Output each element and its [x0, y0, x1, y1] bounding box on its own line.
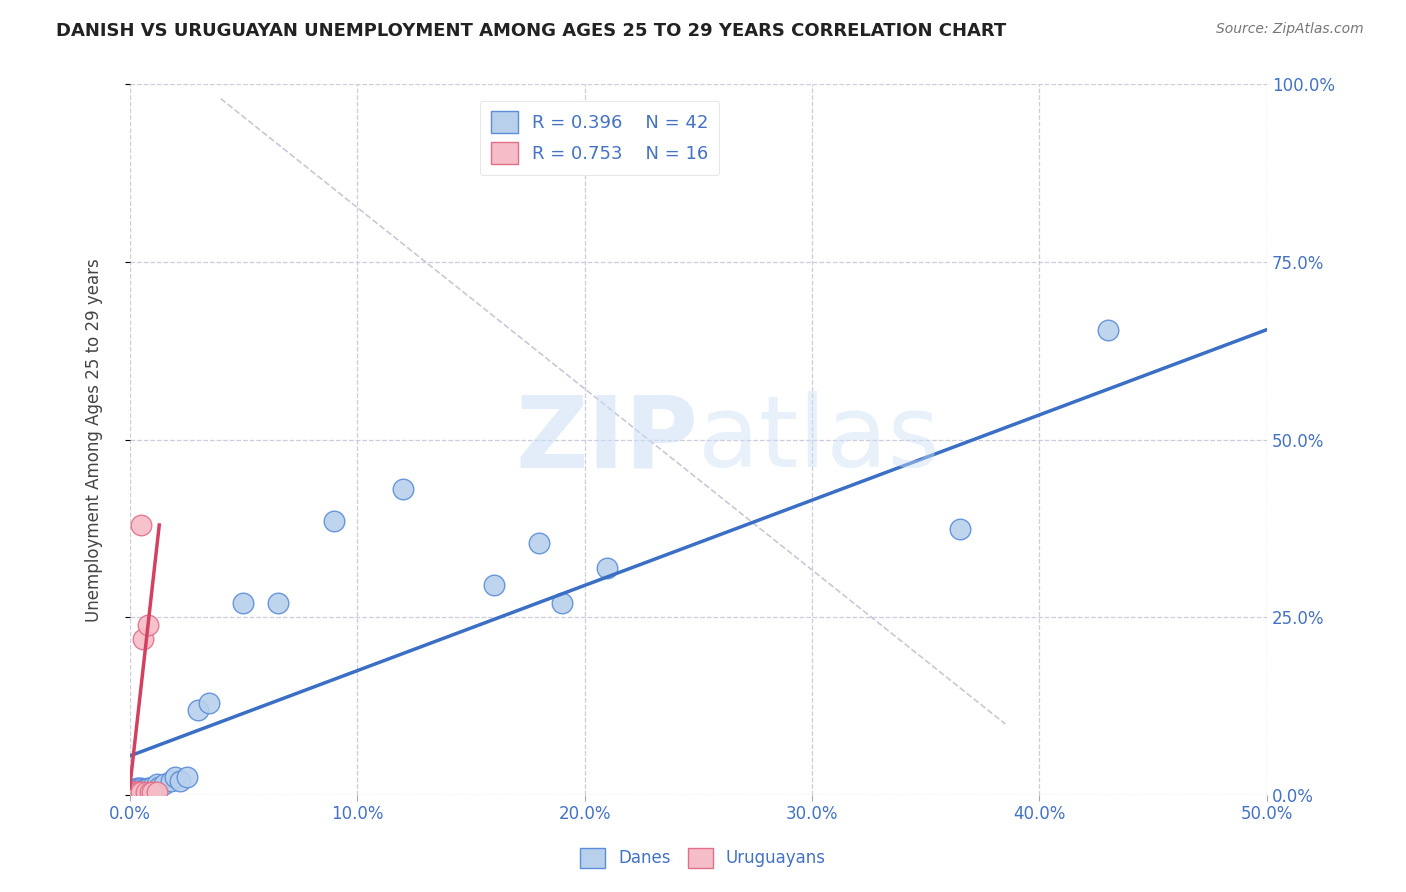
Point [125, 780, 148, 795]
Point [323, 515, 346, 529]
Point [125, 784, 148, 798]
Point [136, 617, 159, 632]
Text: DANISH VS URUGUAYAN UNEMPLOYMENT AMONG AGES 25 TO 29 YEARS CORRELATION CHART: DANISH VS URUGUAYAN UNEMPLOYMENT AMONG A… [56, 22, 1007, 40]
Point [136, 784, 159, 798]
Point [128, 784, 150, 798]
Point [122, 782, 145, 797]
Point [125, 784, 148, 798]
Point [122, 784, 145, 798]
Point [135, 782, 157, 797]
Point [146, 784, 169, 798]
Point [153, 777, 176, 791]
Point [129, 784, 152, 798]
Text: ZIP: ZIP [516, 392, 699, 488]
Point [136, 780, 159, 795]
Point [949, 522, 972, 536]
Point [176, 770, 198, 784]
Text: atlas: atlas [699, 392, 941, 488]
Legend: Danes, Uruguayans: Danes, Uruguayans [574, 841, 832, 875]
Point [121, 784, 143, 798]
Point [198, 696, 221, 710]
Point [122, 784, 145, 798]
Point [129, 518, 152, 533]
Point [165, 770, 187, 784]
Legend: R = 0.396    N = 42, R = 0.753    N = 16: R = 0.396 N = 42, R = 0.753 N = 16 [479, 101, 720, 176]
Point [187, 703, 209, 717]
Point [122, 784, 145, 798]
Point [125, 784, 148, 798]
Point [118, 784, 141, 798]
Point [1097, 323, 1119, 337]
Point [135, 784, 157, 798]
Point [146, 777, 169, 791]
Point [139, 784, 162, 798]
Point [596, 560, 619, 574]
Point [125, 782, 148, 797]
Point [141, 784, 163, 798]
Point [128, 782, 150, 797]
Point [129, 780, 152, 795]
Point [129, 782, 152, 797]
Point [121, 784, 143, 798]
Point [527, 536, 550, 550]
Point [128, 784, 150, 798]
Point [128, 780, 150, 795]
Point [391, 483, 413, 497]
Point [482, 578, 505, 592]
Point [266, 596, 288, 610]
Point [132, 784, 155, 798]
Point [169, 773, 191, 788]
Point [121, 784, 143, 798]
Point [141, 780, 163, 794]
Point [551, 596, 574, 610]
Point [129, 784, 152, 798]
Point [132, 632, 155, 646]
Point [132, 782, 155, 797]
Point [141, 784, 163, 798]
Point [159, 773, 181, 788]
Text: Source: ZipAtlas.com: Source: ZipAtlas.com [1216, 22, 1364, 37]
Y-axis label: Unemployment Among Ages 25 to 29 years: Unemployment Among Ages 25 to 29 years [86, 258, 103, 622]
Point [139, 784, 162, 798]
Point [135, 784, 157, 798]
Point [232, 596, 254, 610]
Point [121, 784, 143, 798]
Point [129, 784, 152, 798]
Point [148, 780, 170, 794]
